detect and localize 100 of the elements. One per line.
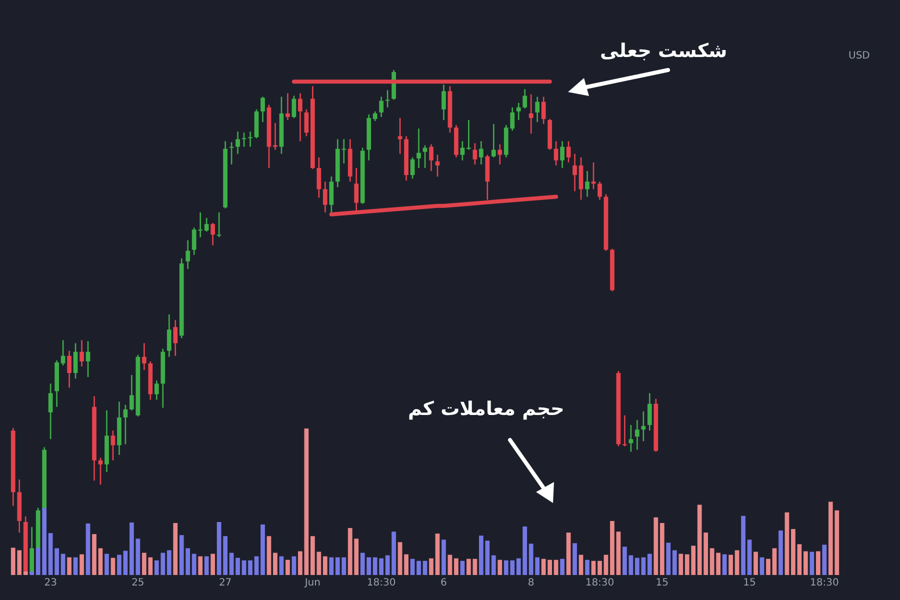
candlestick: [210, 222, 216, 246]
candlestick: [572, 153, 577, 192]
x-tick-label: 6: [440, 578, 447, 588]
bar: [260, 524, 265, 575]
bar: [398, 542, 402, 575]
candlestick: [186, 240, 190, 270]
candlestick: [322, 180, 328, 214]
x-tick-label: 23: [44, 578, 57, 588]
bar: [678, 554, 684, 575]
candlestick: [535, 96, 540, 123]
candlestick: [236, 130, 240, 154]
bar: [554, 560, 558, 575]
bar: [67, 557, 72, 575]
candlestick: [166, 314, 172, 358]
x-tick-label: 27: [218, 578, 232, 588]
bar: [98, 548, 103, 575]
x-tick-label: 18:30: [810, 578, 839, 588]
bar: [385, 555, 390, 575]
bar: [672, 550, 677, 575]
candlestick: [123, 404, 128, 445]
candlestick: [329, 176, 334, 214]
candlestick: [173, 319, 178, 356]
candlestick: [466, 119, 471, 150]
bar: [54, 548, 59, 575]
bar: [204, 556, 209, 575]
bar: [86, 523, 90, 575]
candlestick: [410, 156, 415, 180]
bar: [254, 556, 259, 575]
bar: [404, 554, 408, 575]
bar: [560, 558, 564, 575]
bar: [80, 554, 84, 575]
candlestick: [585, 170, 590, 198]
bar: [416, 560, 421, 575]
candlestick: [73, 342, 78, 380]
bar: [760, 557, 764, 575]
x-tick-label: 18:30: [366, 578, 396, 588]
candlestick: [398, 117, 402, 154]
bar: [448, 554, 452, 575]
candlestick: [248, 130, 252, 148]
bar: [610, 520, 614, 575]
bar: [60, 554, 66, 575]
bar: [229, 552, 234, 575]
candlestick: [80, 340, 84, 368]
bar: [286, 560, 290, 575]
x-tick-label: 18:30: [585, 578, 614, 588]
bar: [92, 534, 96, 575]
bar: [728, 554, 733, 575]
candlestick: [634, 419, 640, 450]
bar: [422, 560, 428, 575]
candlestick: [416, 128, 421, 169]
candlestick: [472, 142, 478, 166]
candlestick: [273, 122, 278, 150]
bar: [198, 556, 203, 575]
bar: [392, 532, 396, 575]
bar: [766, 558, 770, 575]
candlestick: [142, 342, 146, 371]
bar: [23, 571, 28, 575]
bar: [810, 552, 814, 575]
annotation: حجم معاملات کم: [408, 398, 564, 420]
candlestick: [67, 350, 72, 388]
bar: [491, 555, 496, 575]
bar: [784, 512, 790, 575]
candlestick: [541, 96, 546, 125]
bar: [566, 532, 571, 575]
candlestick: [286, 92, 290, 121]
bar: [30, 571, 34, 575]
candlestick: [422, 144, 428, 169]
bar: [460, 560, 465, 575]
bar: [273, 552, 278, 575]
candlestick: [304, 108, 309, 137]
candlestick: [522, 88, 528, 110]
candlestick: [435, 154, 440, 178]
bar: [654, 517, 658, 575]
candlestick: [292, 95, 296, 119]
bar: [778, 530, 783, 575]
bar: [722, 554, 727, 575]
candlestick: [598, 180, 602, 200]
bar: [578, 554, 584, 575]
candlestick: [298, 92, 302, 142]
bar: [747, 540, 752, 575]
bar: [329, 557, 334, 575]
bar: [266, 536, 272, 575]
y-axis-title: USD: [848, 50, 870, 62]
bar: [628, 555, 634, 575]
candlestick: [442, 84, 446, 121]
bar: [73, 557, 78, 575]
bar: [110, 558, 116, 575]
candlestick: [478, 140, 484, 166]
bar: [622, 546, 627, 575]
bar: [216, 522, 222, 575]
candlestick: [154, 380, 159, 400]
bar: [410, 558, 415, 575]
candlestick: [591, 162, 596, 190]
x-tick-label: 25: [132, 578, 144, 588]
bar: [236, 558, 240, 575]
candlestick: [98, 457, 103, 486]
bar: [647, 554, 652, 575]
bar: [435, 534, 440, 575]
candlestick: [86, 340, 90, 378]
bar: [248, 560, 252, 575]
